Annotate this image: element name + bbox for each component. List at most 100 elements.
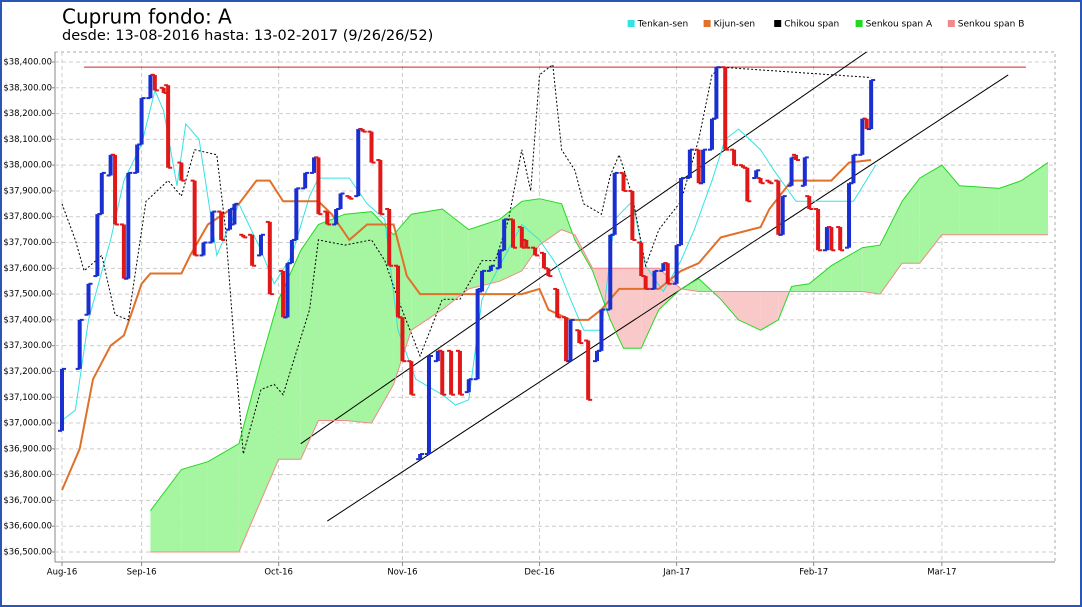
candle-body bbox=[621, 172, 626, 191]
cloud bbox=[791, 283, 810, 292]
candle-body bbox=[802, 157, 807, 186]
candle-body bbox=[77, 319, 82, 369]
candle-body bbox=[325, 211, 330, 225]
candle-body bbox=[440, 350, 445, 395]
cloud bbox=[260, 299, 279, 501]
series-line bbox=[61, 63, 872, 455]
candle-body bbox=[480, 270, 485, 292]
candle-body bbox=[166, 85, 171, 168]
legend-swatch bbox=[947, 20, 955, 27]
candle-body bbox=[126, 172, 131, 279]
candle-body bbox=[851, 154, 856, 184]
x-tick-label: Sep-16 bbox=[127, 568, 157, 578]
chart-subtitle: desde: 13-08-2016 hasta: 13-02-2017 (9/2… bbox=[62, 28, 433, 44]
candle-body bbox=[661, 263, 666, 271]
candle-body bbox=[396, 265, 401, 318]
candle-body bbox=[679, 178, 684, 246]
candle-body bbox=[113, 154, 118, 225]
candle-body bbox=[847, 183, 852, 248]
candle-body bbox=[502, 219, 507, 251]
candle-body bbox=[816, 209, 821, 251]
candle-body bbox=[807, 196, 812, 209]
candle-body bbox=[334, 209, 339, 225]
candle-body bbox=[595, 350, 600, 362]
y-tick-label: $37,800.00 bbox=[3, 212, 52, 222]
candle-body bbox=[864, 118, 869, 130]
candle-body bbox=[732, 149, 737, 166]
cloud bbox=[300, 224, 319, 460]
candle-body bbox=[599, 309, 604, 351]
candle-body bbox=[793, 154, 798, 160]
candle-body bbox=[426, 356, 431, 454]
x-tick-label: Feb-17 bbox=[799, 568, 828, 578]
candle-body bbox=[378, 160, 383, 215]
series-line bbox=[61, 159, 872, 491]
candle-body bbox=[121, 224, 126, 279]
cloud bbox=[720, 291, 739, 320]
legend-label: Tenkan-sen bbox=[637, 20, 689, 30]
candle-body bbox=[418, 454, 423, 460]
candle-body bbox=[709, 118, 714, 150]
cloud bbox=[999, 180, 1022, 235]
y-tick-label: $38,000.00 bbox=[3, 161, 52, 171]
candle-body bbox=[219, 211, 224, 240]
candle-body bbox=[161, 87, 166, 93]
candle-body bbox=[745, 167, 750, 202]
legend-swatch bbox=[703, 20, 711, 27]
legend-label: Senkou span B bbox=[958, 20, 1025, 30]
candle-body bbox=[210, 211, 215, 243]
candle-body bbox=[586, 340, 591, 400]
candle-body bbox=[99, 172, 104, 215]
candle-body bbox=[435, 350, 440, 362]
candle-body bbox=[449, 350, 454, 395]
candle-body bbox=[723, 67, 728, 150]
candle-body bbox=[201, 242, 206, 256]
x-tick-label: Oct-16 bbox=[264, 568, 293, 578]
legend-swatch bbox=[855, 20, 863, 27]
cloud bbox=[681, 278, 699, 292]
candle-body bbox=[86, 283, 91, 315]
legend-label: Chikou span bbox=[784, 20, 839, 30]
cloud bbox=[411, 209, 443, 331]
cloud bbox=[318, 214, 345, 421]
candle-body bbox=[612, 172, 617, 235]
candle-body bbox=[643, 276, 648, 289]
legend-swatch bbox=[774, 20, 782, 27]
candle-body bbox=[139, 98, 144, 145]
candle-body bbox=[568, 319, 573, 362]
legend-label: Kijun-sen bbox=[714, 20, 756, 30]
y-tick-label: $36,500.00 bbox=[3, 548, 52, 558]
cloud bbox=[521, 198, 540, 271]
y-tick-label: $37,300.00 bbox=[3, 341, 52, 351]
candle-body bbox=[228, 209, 233, 230]
candle-body bbox=[312, 157, 317, 173]
series-line bbox=[150, 162, 1049, 512]
cloud bbox=[809, 265, 832, 292]
cloud bbox=[831, 247, 863, 292]
cloud bbox=[959, 185, 1000, 235]
candle-body bbox=[457, 350, 462, 395]
candle-body bbox=[546, 268, 551, 277]
candle-body bbox=[696, 149, 701, 184]
cloud bbox=[623, 268, 642, 349]
y-tick-label: $37,900.00 bbox=[3, 186, 52, 196]
x-tick-label: Dec-16 bbox=[524, 568, 554, 578]
candle-body bbox=[250, 234, 255, 266]
y-tick-label: $37,000.00 bbox=[3, 419, 52, 429]
cloud bbox=[181, 461, 208, 552]
candle-body bbox=[148, 74, 153, 99]
candle-body bbox=[652, 270, 657, 289]
candle-body bbox=[577, 330, 582, 344]
candle-body bbox=[294, 188, 299, 240]
candle-body bbox=[630, 190, 635, 240]
candle-body bbox=[95, 214, 100, 277]
cloud bbox=[902, 178, 920, 264]
candle-body bbox=[192, 180, 197, 256]
legend-swatch bbox=[627, 20, 635, 27]
plot-area bbox=[58, 52, 1049, 553]
candle-body bbox=[232, 203, 237, 225]
y-tick-label: $37,500.00 bbox=[3, 290, 52, 300]
y-tick-label: $36,800.00 bbox=[3, 470, 52, 480]
reference-line bbox=[300, 52, 868, 445]
